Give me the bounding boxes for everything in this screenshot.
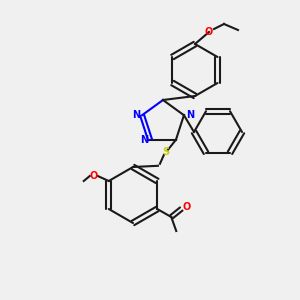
Text: N: N (140, 135, 148, 145)
Text: N: N (132, 110, 140, 120)
Text: O: O (205, 27, 213, 37)
Text: O: O (90, 171, 98, 181)
Text: S: S (162, 147, 169, 157)
Text: O: O (182, 202, 190, 212)
Text: N: N (186, 110, 194, 120)
